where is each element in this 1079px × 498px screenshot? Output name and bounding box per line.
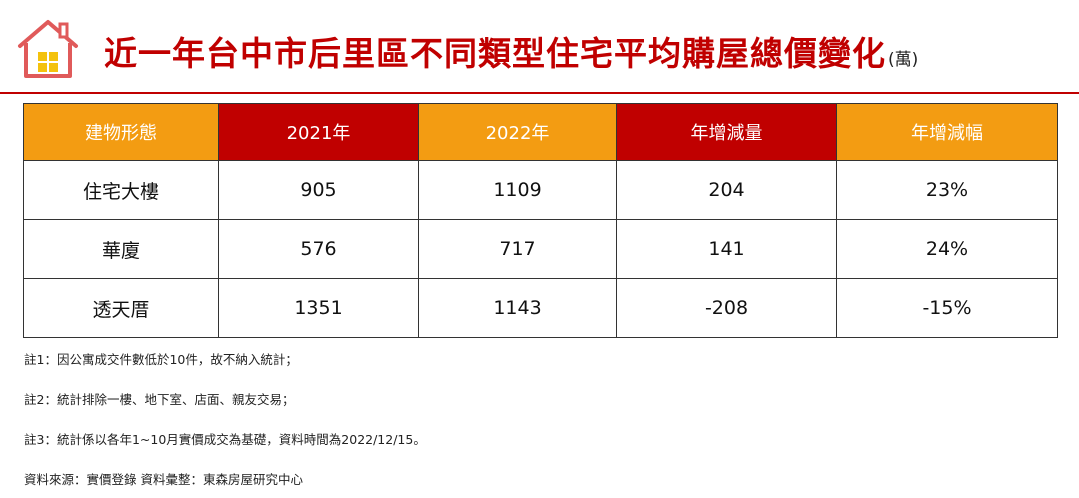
footnote-2: 註2：統計排除一樓、地下室、店面、親友交易； (24, 392, 295, 407)
cell-annual-change: 141 (616, 219, 837, 279)
cell-annual-change: 204 (616, 160, 837, 220)
cell-2022: 1143 (418, 278, 617, 338)
cell-building-type: 住宅大樓 (23, 160, 219, 220)
footnote-3: 註3：統計係以各年1~10月實價成交為基礎，資料時間為2022/12/15。 (24, 432, 426, 447)
footnotes: 註1：因公寓成交件數低於10件，故不納入統計； 註2：統計排除一樓、地下室、店面… (24, 350, 426, 498)
cell-building-type: 華廈 (23, 219, 219, 279)
source-note: 資料來源：實價登錄 資料彙整：東森房屋研究中心 (24, 472, 303, 487)
cell-2022: 717 (418, 219, 617, 279)
table-row: 透天厝 1351 1143 -208 -15% (23, 278, 1058, 338)
header-annual-change: 年增減量 (616, 103, 837, 161)
cell-annual-change: -208 (616, 278, 837, 338)
header-2022: 2022年 (418, 103, 617, 161)
cell-2021: 1351 (218, 278, 419, 338)
header-annual-change-pct: 年增減幅 (836, 103, 1058, 161)
house-icon (18, 20, 78, 78)
title-unit: (萬) (888, 50, 919, 70)
price-change-table: 建物形態 2021年 2022年 年增減量 年增減幅 住宅大樓 905 1109… (23, 103, 1058, 338)
header: 近一年台中市后里區不同類型住宅平均購屋總價變化 (萬) (0, 0, 1079, 96)
table-header-row: 建物形態 2021年 2022年 年增減量 年增減幅 (23, 103, 1058, 161)
title-divider (0, 92, 1079, 94)
cell-2021: 905 (218, 160, 419, 220)
header-2021: 2021年 (218, 103, 419, 161)
title-text: 近一年台中市后里區不同類型住宅平均購屋總價變化 (104, 34, 886, 73)
table-row: 住宅大樓 905 1109 204 23% (23, 160, 1058, 220)
cell-annual-change-pct: -15% (836, 278, 1058, 338)
page-title: 近一年台中市后里區不同類型住宅平均購屋總價變化 (萬) (104, 27, 918, 75)
cell-2021: 576 (218, 219, 419, 279)
footnote-1: 註1：因公寓成交件數低於10件，故不納入統計； (24, 352, 298, 367)
cell-2022: 1109 (418, 160, 617, 220)
header-building-type: 建物形態 (23, 103, 219, 161)
cell-building-type: 透天厝 (23, 278, 219, 338)
cell-annual-change-pct: 24% (836, 219, 1058, 279)
table-row: 華廈 576 717 141 24% (23, 219, 1058, 279)
cell-annual-change-pct: 23% (836, 160, 1058, 220)
